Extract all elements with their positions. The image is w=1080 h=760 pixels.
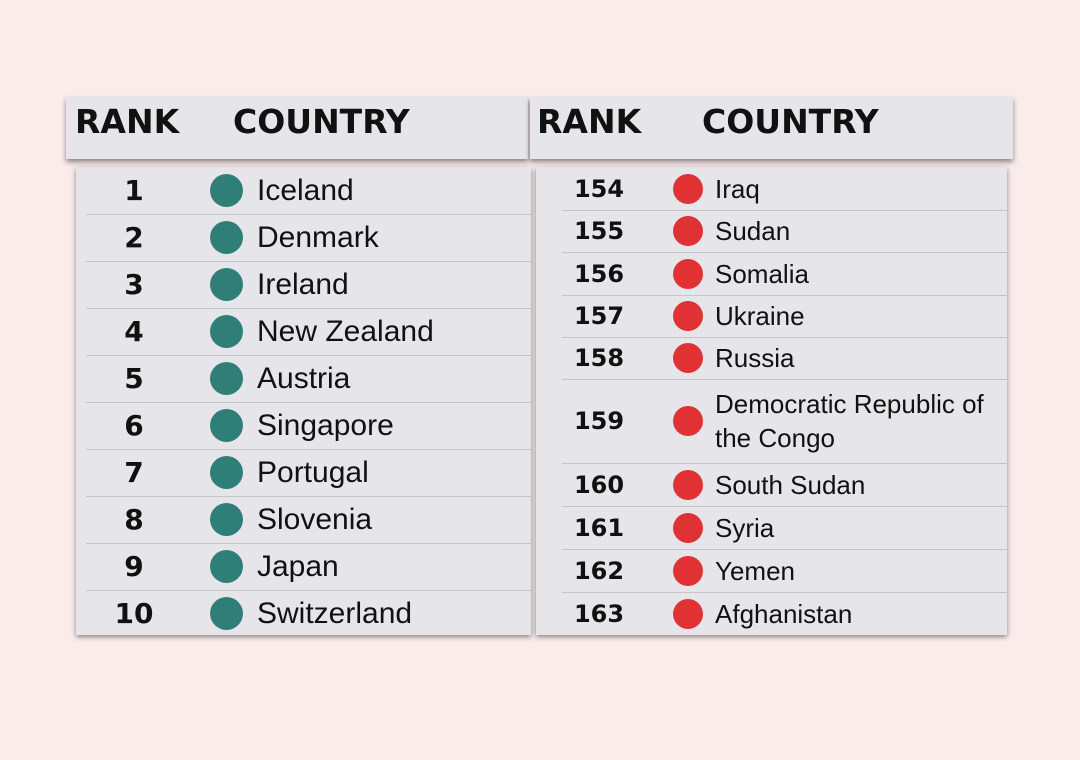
country-name: Austria: [257, 362, 351, 395]
table-row: 9 Japan: [86, 543, 531, 591]
country-name: Japan: [257, 550, 339, 583]
rank-value: 160: [573, 470, 625, 499]
country-name: Somalia: [715, 258, 809, 289]
country-name: Iraq: [715, 173, 760, 204]
table-row: 5 Austria: [86, 355, 531, 403]
country-name: Sudan: [715, 216, 791, 246]
red-dot-icon: [673, 343, 703, 373]
rank-value: 159: [573, 407, 625, 435]
country-name: Slovenia: [257, 503, 373, 536]
top-ranked-table: 1 Iceland 2 Denmark 3 Ireland 4 New Zeal…: [76, 167, 531, 635]
country-name: New Zealand: [257, 315, 434, 348]
country-name: South Sudan: [715, 469, 866, 500]
table-row: 6 Singapore: [86, 402, 531, 450]
table-row: 159 Democratic Republic of the Congo: [562, 379, 1007, 464]
table-row: 4 New Zealand: [86, 308, 531, 356]
country-column-header: COUNTRY: [702, 102, 879, 141]
table-row: 156 Somalia: [562, 252, 1007, 296]
table-row: 1 Iceland: [86, 167, 531, 215]
green-dot-icon: [210, 315, 243, 348]
rank-value: 163: [573, 599, 625, 628]
rank-value: 2: [124, 221, 144, 254]
table-row: 160 South Sudan: [562, 463, 1007, 507]
country-name: Switzerland: [257, 597, 413, 630]
country-name: Democratic Republic of the Congo: [715, 389, 984, 453]
country-name: Denmark: [257, 221, 379, 254]
green-dot-icon: [210, 221, 243, 254]
green-dot-icon: [210, 503, 243, 536]
bottom-ranked-table: 154 Iraq 155 Sudan 156 Somalia 157 Ukrai…: [536, 167, 1007, 635]
rank-value: 161: [573, 513, 625, 542]
rank-column-header: RANK: [537, 102, 642, 141]
rank-value: 9: [124, 550, 144, 583]
country-name: Yemen: [715, 555, 795, 586]
rank-value: 5: [124, 362, 144, 395]
rank-value: 7: [124, 456, 144, 489]
green-dot-icon: [210, 409, 243, 442]
country-column-header: COUNTRY: [233, 102, 410, 141]
red-dot-icon: [673, 512, 703, 543]
red-dot-icon: [673, 598, 703, 629]
country-name: Iceland: [257, 174, 354, 207]
red-dot-icon: [673, 406, 703, 436]
rank-value: 154: [573, 174, 625, 203]
table-row: 154 Iraq: [562, 167, 1007, 211]
table-row: 10 Switzerland: [86, 590, 531, 637]
table-row: 157 Ukraine: [562, 295, 1007, 338]
country-name: Portugal: [257, 456, 369, 489]
green-dot-icon: [210, 550, 243, 583]
rank-value: 6: [124, 409, 144, 442]
red-dot-icon: [673, 301, 703, 331]
rank-value: 156: [573, 259, 625, 288]
green-dot-icon: [210, 597, 243, 630]
red-dot-icon: [673, 216, 703, 246]
right-table-header: RANK COUNTRY: [530, 97, 1013, 159]
table-row: 162 Yemen: [562, 549, 1007, 593]
table-row: 155 Sudan: [562, 210, 1007, 253]
rank-value: 8: [124, 503, 144, 536]
table-row: 2 Denmark: [86, 214, 531, 262]
table-row: 3 Ireland: [86, 261, 531, 309]
green-dot-icon: [210, 174, 243, 207]
table-row: 163 Afghanistan: [562, 592, 1007, 635]
table-row: 161 Syria: [562, 506, 1007, 550]
rank-value: 155: [573, 217, 625, 245]
green-dot-icon: [210, 268, 243, 301]
red-dot-icon: [673, 258, 703, 289]
country-name: Syria: [715, 512, 775, 543]
country-name: Singapore: [257, 409, 394, 442]
table-row: 7 Portugal: [86, 449, 531, 497]
green-dot-icon: [210, 362, 243, 395]
red-dot-icon: [673, 469, 703, 500]
table-row: 158 Russia: [562, 337, 1007, 380]
rank-value: 157: [573, 302, 625, 330]
country-name: Ireland: [257, 268, 349, 301]
left-table-header: RANK COUNTRY: [66, 97, 528, 159]
rank-value: 3: [124, 268, 144, 301]
rank-value: 158: [573, 344, 625, 372]
rank-value: 1: [124, 174, 144, 207]
red-dot-icon: [673, 555, 703, 586]
rank-value: 162: [573, 556, 625, 585]
country-name: Ukraine: [715, 301, 805, 331]
rank-value: 10: [114, 597, 154, 630]
table-row: 8 Slovenia: [86, 496, 531, 544]
red-dot-icon: [673, 173, 703, 204]
rank-column-header: RANK: [75, 102, 180, 141]
rank-value: 4: [124, 315, 144, 348]
green-dot-icon: [210, 456, 243, 489]
country-name: Russia: [715, 343, 795, 373]
country-name: Afghanistan: [715, 598, 853, 629]
